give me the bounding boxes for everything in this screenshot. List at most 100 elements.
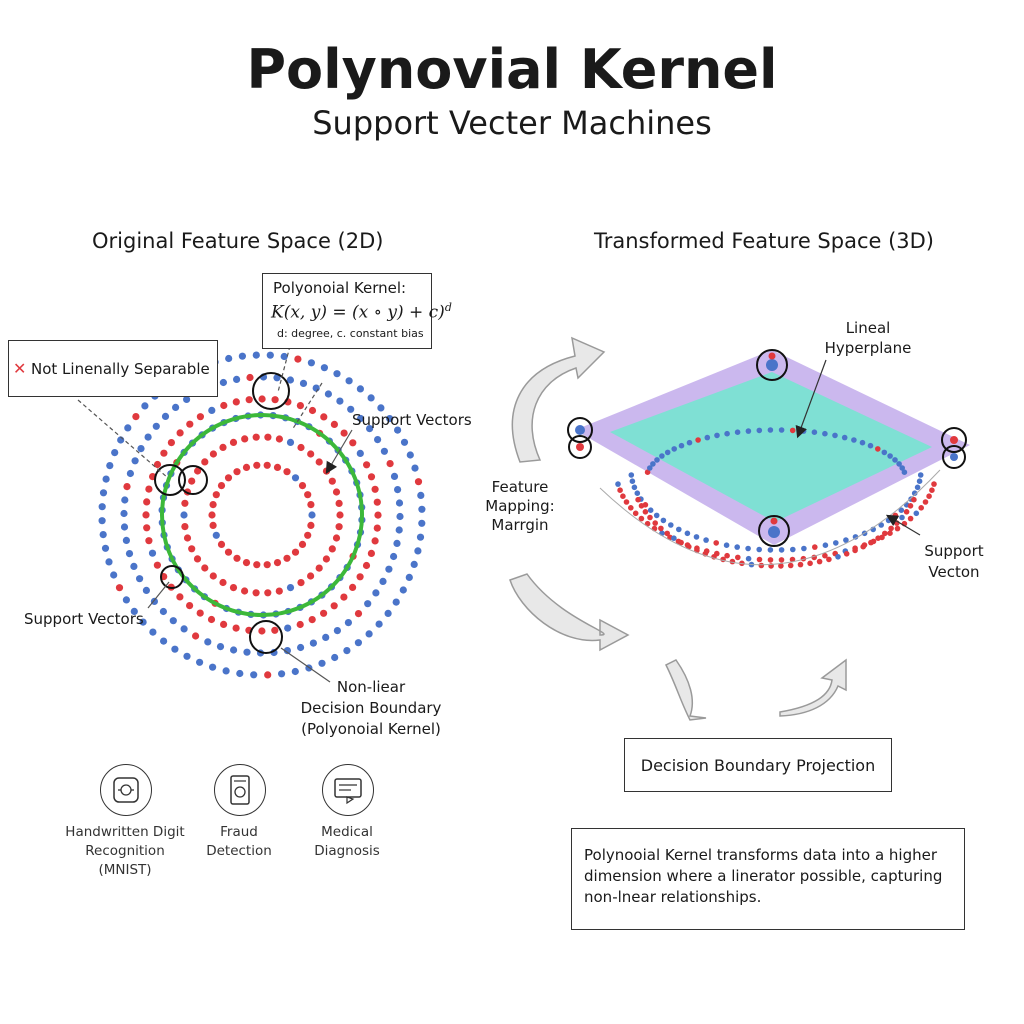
data-point [258, 627, 266, 635]
kernel-note: d: degree, c. constant bias [277, 327, 424, 340]
data-point [131, 457, 139, 465]
data-point [243, 648, 251, 656]
data-point [232, 398, 240, 406]
data-point [176, 429, 184, 437]
data-point [723, 542, 730, 548]
data-point [183, 652, 191, 660]
data-point [812, 544, 818, 550]
hyperplane-label: Lineal Hyperplane [818, 318, 918, 358]
data-point [843, 537, 849, 543]
data-point [778, 563, 784, 569]
data-point [142, 511, 150, 519]
data-point [916, 478, 923, 485]
data-point [860, 543, 866, 550]
data-point [242, 559, 251, 567]
data-point [343, 647, 351, 655]
data-point [631, 484, 638, 491]
data-point [875, 535, 881, 541]
data-point [294, 355, 302, 363]
hyperplane-plane [610, 372, 932, 522]
data-point [229, 584, 238, 592]
data-point [291, 548, 300, 556]
data-point [635, 496, 641, 503]
data-point [307, 572, 315, 580]
data-point [644, 469, 651, 476]
data-point [678, 442, 685, 449]
data-point [171, 645, 179, 653]
data-point [767, 547, 774, 553]
data-point [367, 549, 375, 558]
data-point [331, 653, 339, 662]
data-point [330, 420, 338, 428]
support-vector-label-right: Support Vecton [904, 541, 1004, 583]
data-point [907, 503, 914, 509]
kernel-formula-box: Polyonoial Kernel: K(x, y) = (x ∘ y) + c… [262, 273, 452, 349]
data-point [686, 543, 692, 550]
data-point [399, 586, 407, 594]
data-point [188, 545, 196, 553]
data-point [678, 539, 684, 546]
data-point [123, 483, 131, 491]
data-point [671, 446, 677, 452]
data-point [929, 487, 935, 494]
data-point [209, 572, 217, 580]
data-point [196, 609, 204, 617]
data-point [224, 548, 233, 556]
data-point [307, 521, 315, 530]
data-point [841, 434, 848, 441]
data-point [264, 589, 272, 597]
data-point [790, 546, 796, 553]
data-point [159, 607, 167, 616]
data-point [385, 565, 393, 573]
data-point [695, 437, 701, 443]
data-point [219, 378, 227, 387]
app-label-line: (MNIST) [98, 862, 152, 878]
mapping-label: Feature Mapping: Marrgin [470, 478, 570, 535]
data-point [379, 577, 387, 586]
data-point [122, 536, 130, 545]
data-point [98, 503, 106, 511]
medical-diagnosis-icon [322, 764, 374, 816]
data-point [375, 620, 383, 628]
data-point [142, 586, 150, 595]
data-point [356, 449, 364, 457]
data-point [209, 501, 217, 509]
data-point [315, 564, 323, 572]
data-point [367, 394, 375, 402]
data-point [220, 401, 228, 410]
data-point [312, 384, 320, 392]
data-point [356, 573, 364, 581]
data-point [386, 415, 394, 423]
app-label-line: Medical [321, 824, 373, 840]
data-point [126, 469, 134, 478]
leader-lines-left [77, 345, 353, 683]
data-point [629, 478, 636, 485]
data-point [349, 583, 357, 592]
data-point [324, 390, 332, 398]
data-point [778, 557, 785, 563]
not-separable-text: Not Linenally Separable [31, 360, 210, 378]
data-point [704, 434, 711, 441]
data-point [246, 373, 254, 382]
data-point [172, 403, 180, 411]
data-point [252, 433, 260, 441]
kernel-formula-exponent: d [444, 301, 452, 314]
data-point [252, 589, 260, 597]
curved-arrow-bottom [509, 573, 630, 652]
data-point [219, 443, 227, 451]
data-point [318, 659, 326, 667]
data-point [365, 630, 373, 638]
data-point [756, 427, 763, 434]
data-point [693, 534, 700, 540]
data-point [354, 639, 362, 647]
data-point [286, 376, 294, 384]
mapping-arrows [509, 336, 847, 721]
data-point [241, 435, 249, 443]
data-point [284, 624, 292, 632]
data-point [297, 443, 305, 452]
data-point [320, 609, 328, 617]
data-point [233, 554, 241, 562]
data-point [298, 540, 307, 549]
data-point [654, 457, 660, 463]
